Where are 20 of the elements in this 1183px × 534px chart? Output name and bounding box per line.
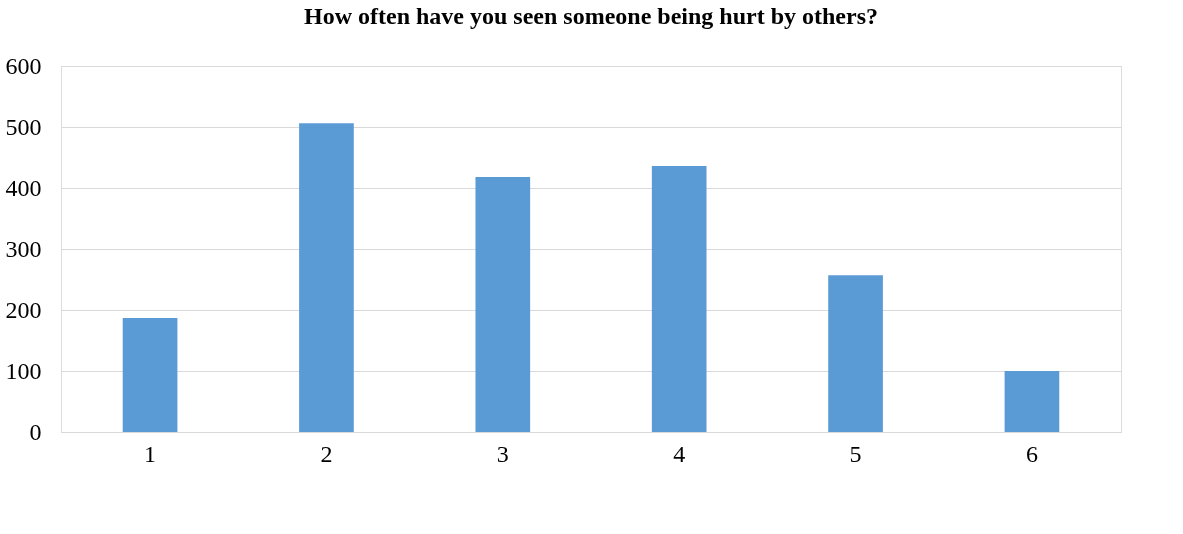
x-tick-label: 1 [144, 440, 157, 467]
y-tick-label: 200 [5, 296, 42, 323]
y-tick-label: 300 [5, 235, 42, 262]
bar [122, 317, 178, 432]
bar [1004, 371, 1060, 432]
x-tick-label: 5 [849, 440, 862, 467]
x-tick-label: 3 [496, 440, 509, 467]
x-tick-label: 4 [673, 440, 686, 467]
bar [475, 177, 531, 432]
bar [651, 166, 707, 432]
bar [299, 123, 354, 432]
y-tick-label: 100 [5, 357, 42, 384]
chart-title: How often have you seen someone being hurt by others? [304, 3, 878, 29]
y-tick-label: 600 [5, 52, 42, 79]
x-tick-label: 2 [320, 440, 333, 467]
bar [828, 275, 883, 432]
x-tick-label: 6 [1025, 440, 1038, 467]
y-tick-label: 500 [5, 113, 42, 140]
y-tick-label: 400 [5, 174, 42, 201]
y-tick-label: 0 [29, 418, 42, 445]
